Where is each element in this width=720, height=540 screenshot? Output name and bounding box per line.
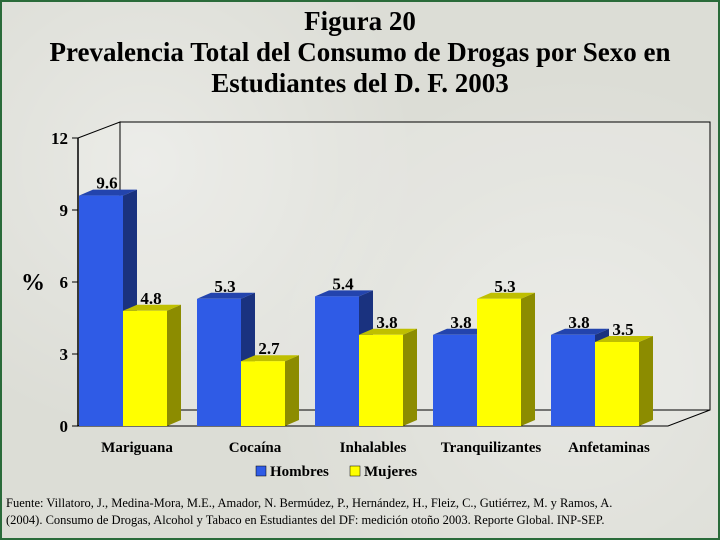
value-label: 9.6: [96, 174, 117, 193]
bar-top-mujeres: [359, 328, 417, 335]
bar-hombres: [551, 334, 595, 426]
bar-top-mujeres: [241, 355, 299, 362]
source-line-1: Fuente: Villatoro, J., Medina-Mora, M.E.…: [6, 496, 613, 510]
value-label: 2.7: [258, 339, 280, 358]
title-line-1: Figura 20: [304, 6, 416, 36]
title-line-3: Estudiantes del D. F. 2003: [211, 68, 509, 98]
bar-mujeres: [477, 298, 521, 426]
bar-top-hombres: [315, 290, 373, 297]
bar-side-mujeres: [639, 336, 653, 426]
bar-top-hombres: [551, 328, 609, 335]
bar-mujeres: [359, 334, 403, 426]
bar-top-hombres: [433, 328, 491, 335]
bar-chart: 0 3 6 9 12% 9.6 4.8 Mariguana 5.3 2.7 Cocaína 5.4 3.…: [21, 121, 711, 480]
bar-mujeres: [595, 342, 639, 426]
value-label: 5.3: [494, 277, 515, 296]
y-tick-label: 12: [51, 129, 68, 148]
bar-side-mujeres: [521, 292, 535, 426]
y-tick-label: 0: [60, 417, 69, 436]
category-label: Tranquilizantes: [441, 440, 542, 456]
source-note: Fuente: Villatoro, J., Medina-Mora, M.E.…: [6, 495, 712, 529]
bar-top-hombres: [79, 189, 137, 196]
bar-top-mujeres: [477, 292, 535, 299]
bar-hombres: [197, 298, 241, 426]
value-label: 4.8: [140, 289, 161, 308]
legend-label-mujeres: Mujeres: [364, 464, 417, 480]
title-line-2: Prevalencia Total del Consumo de Drogas …: [49, 37, 671, 67]
category-label: Cocaína: [229, 440, 282, 456]
bar-side-mujeres: [167, 304, 181, 426]
bar-mujeres: [241, 361, 285, 426]
value-label: 3.5: [612, 320, 633, 339]
y-axis-label: %: [21, 270, 45, 296]
bar-top-mujeres: [123, 304, 181, 311]
bar-side-mujeres: [285, 355, 299, 426]
value-label: 3.8: [450, 313, 471, 332]
category-label: Mariguana: [101, 440, 173, 456]
bar-top-mujeres: [595, 336, 653, 342]
value-label: 5.3: [214, 277, 235, 296]
value-label: 3.8: [568, 313, 589, 332]
source-line-2: (2004). Consumo de Drogas, Alcohol y Tab…: [6, 513, 605, 527]
bar-hombres: [315, 296, 359, 426]
bar-side-mujeres: [403, 328, 417, 426]
bar-hombres: [433, 334, 477, 426]
bar-mujeres: [123, 310, 167, 426]
legend-swatch-mujeres: [349, 465, 361, 477]
category-label: Inhalables: [340, 440, 407, 456]
y-tick-label: 6: [60, 273, 69, 292]
legend-swatch-hombres: [255, 465, 267, 477]
y-tick-label: 9: [60, 201, 69, 220]
category-label: Anfetaminas: [568, 440, 650, 456]
bar-top-hombres: [197, 292, 255, 299]
value-label: 5.4: [332, 274, 354, 293]
value-label: 3.8: [376, 313, 397, 332]
bar-hombres: [79, 195, 123, 426]
y-tick-label: 3: [60, 345, 69, 364]
legend-label-hombres: Hombres: [270, 464, 329, 480]
chart-title: Figura 20 Prevalencia Total del Consumo …: [0, 6, 720, 99]
